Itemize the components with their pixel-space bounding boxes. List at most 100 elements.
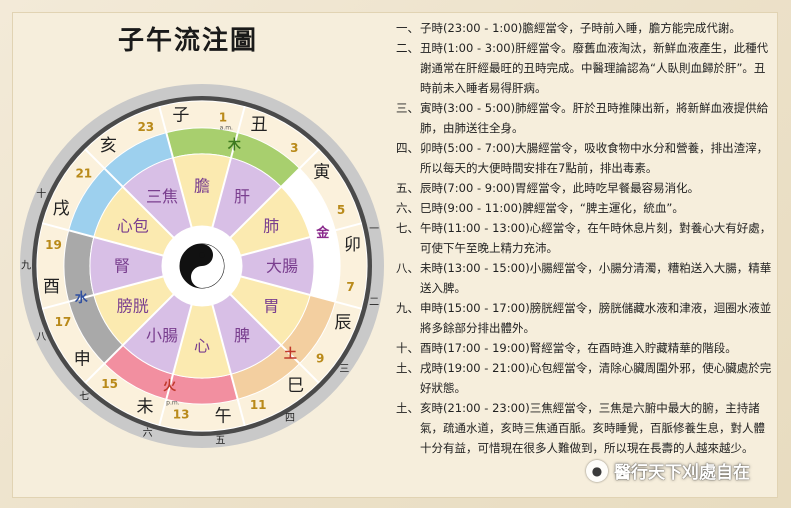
hour-label: 19 xyxy=(45,238,62,252)
outer-numeral: 三 xyxy=(339,364,349,375)
note-item: 七、 午時(11:00 - 13:00)心經當令，在午時休息片刻，對養心大有好處，… xyxy=(396,218,776,258)
organ-label: 心 xyxy=(194,337,210,356)
branch-label: 寅 xyxy=(313,162,330,182)
yin-yang-dot xyxy=(199,274,205,280)
organ-label: 肝 xyxy=(234,187,250,206)
hour-label: 1 xyxy=(219,110,227,124)
hour-label: 3 xyxy=(290,141,298,155)
branch-label: 亥 xyxy=(100,136,117,156)
note-text: 辰時(7:00 - 9:00)胃經當令，此時吃早餐最容易消化。 xyxy=(420,181,700,195)
spoke-line xyxy=(211,304,246,426)
notes-list: 一、 子時(23:00 - 1:00)膽經當令，子時前入睡，膽方能完成代謝。 二、丑… xyxy=(396,18,776,458)
outer-numeral: 一 xyxy=(369,224,379,235)
note-item: 五、 辰時(7:00 - 9:00)胃經當令，此時吃早餐最容易消化。 xyxy=(396,178,776,198)
spoke-line xyxy=(240,222,362,257)
organ-label: 脾 xyxy=(234,326,250,345)
branch-label: 申 xyxy=(74,350,91,370)
note-text: 寅時(3:00 - 5:00)肺經當令。肝於丑時推陳出新，將新鮮血液提供給肺，由… xyxy=(420,101,769,135)
note-item: 四、 卯時(5:00 - 7:00)大腸經當令，吸收食物中水分和營養，排出渣滓，所… xyxy=(396,138,776,178)
hour-label: 11 xyxy=(250,398,267,412)
element-label: 木 xyxy=(227,137,242,153)
note-number: 七、 xyxy=(396,221,419,235)
organ-label: 膀胱 xyxy=(117,297,149,316)
note-item: 一、 子時(23:00 - 1:00)膽經當令，子時前入睡，膽方能完成代謝。 xyxy=(396,18,776,38)
branch-label: 戌 xyxy=(53,199,70,219)
spoke-line xyxy=(229,148,320,239)
outer-numeral: 八 xyxy=(36,332,46,343)
note-number: 土、 xyxy=(396,361,419,375)
element-label: 土 xyxy=(284,346,297,362)
pm-label: p.m. xyxy=(166,399,180,406)
note-number: 十、 xyxy=(396,341,419,355)
watermark-text: 醫行天下刈處自在 xyxy=(614,463,750,483)
hour-label: 17 xyxy=(55,315,72,329)
spoke-line xyxy=(211,106,246,228)
hour-label: 5 xyxy=(337,203,345,217)
spoke-line xyxy=(42,222,164,257)
spoke-line xyxy=(84,148,175,239)
note-text: 戌時(19:00 - 21:00)心包經當令，清除心臟周圍外邪，使心臟處於完好狀… xyxy=(420,361,772,395)
branch-label: 酉 xyxy=(43,277,60,297)
wechat-icon: ● xyxy=(586,459,608,482)
note-number: 八、 xyxy=(396,261,419,275)
note-item: 六、 巳時(9:00 - 11:00)脾經當令，“脾主運化，統血”。 xyxy=(396,198,776,218)
note-number: 五、 xyxy=(396,181,419,195)
note-text: 申時(15:00 - 17:00)膀胱經當令，膀胱儲藏水液和津液，迴圈水液並將多… xyxy=(420,301,772,335)
spoke-line xyxy=(158,106,193,228)
hour-label: 23 xyxy=(137,120,154,134)
outer-numeral: 七 xyxy=(79,390,89,402)
note-text: 子時(23:00 - 1:00)膽經當令，子時前入睡，膽方能完成代謝。 xyxy=(420,21,741,35)
note-number: 一、 xyxy=(396,21,419,35)
hour-label: 21 xyxy=(75,167,92,181)
note-number: 九、 xyxy=(396,301,419,315)
branch-label: 丑 xyxy=(250,115,267,135)
branch-label: 午 xyxy=(215,407,232,427)
organ-label: 小腸 xyxy=(146,326,178,345)
outer-numeral: 六 xyxy=(143,427,153,439)
note-item: 土、 亥時(21:00 - 23:00)三焦經當令，三焦是六腑中最大的腑，主持諸氣… xyxy=(396,398,776,458)
note-item: 八、 未時(13:00 - 15:00)小腸經當令，小腸分清濁，糟粕送入大腸，精華… xyxy=(396,258,776,298)
spoke-line xyxy=(229,293,320,384)
hour-label: 9 xyxy=(316,351,324,365)
spoke-line xyxy=(158,304,193,426)
outer-numeral: 四 xyxy=(285,413,295,424)
organ-label: 膽 xyxy=(194,177,210,196)
note-number: 四、 xyxy=(396,141,419,155)
note-item: 二、 丑時(1:00 - 3:00)肝經當令。廢舊血液淘汰，新鮮血液產生，此種代謝… xyxy=(396,38,776,98)
yin-yang-dot xyxy=(199,252,205,258)
element-label: 火 xyxy=(163,379,177,394)
note-text: 亥時(21:00 - 23:00)三焦經當令，三焦是六腑中最大的腑，主持諸氣，疏… xyxy=(420,401,765,455)
hour-label: 13 xyxy=(173,408,190,422)
note-item: 十、 酉時(17:00 - 19:00)腎經當令，在酉時進入貯藏精華的階段。 xyxy=(396,338,776,358)
note-text: 未時(13:00 - 15:00)小腸經當令，小腸分清濁，糟粕送入大腸，精華送入… xyxy=(420,261,772,295)
element-label: 水 xyxy=(75,290,89,306)
note-text: 卯時(5:00 - 7:00)大腸經當令，吸收食物中水分和營養，排出渣滓，所以每… xyxy=(420,141,769,175)
organ-label: 大腸 xyxy=(266,257,298,276)
note-text: 丑時(1:00 - 3:00)肝經當令。廢舊血液淘汰，新鮮血液產生，此種代謝通常… xyxy=(420,41,769,95)
branch-label: 巳 xyxy=(287,376,304,396)
organ-label: 胃 xyxy=(263,297,279,316)
branch-label: 辰 xyxy=(334,313,351,333)
am-label: a.m. xyxy=(220,125,233,132)
note-number: 三、 xyxy=(396,101,419,115)
spoke-line xyxy=(240,275,362,310)
page-title: 子午流注圖 xyxy=(118,26,259,56)
branch-label: 卯 xyxy=(344,235,361,255)
note-number: 二、 xyxy=(396,41,419,55)
outer-numeral: 十 xyxy=(36,187,46,200)
note-text: 酉時(17:00 - 19:00)腎經當令，在酉時進入貯藏精華的階段。 xyxy=(420,341,737,355)
element-label: 金 xyxy=(315,225,330,241)
hour-label: 7 xyxy=(346,280,354,294)
note-text: 巳時(9:00 - 11:00)脾經當令，“脾主運化，統血”。 xyxy=(420,201,684,215)
hour-label: 15 xyxy=(101,377,118,391)
note-item: 九、 申時(15:00 - 17:00)膀胱經當令，膀胱儲藏水液和津液，迴圈水液並… xyxy=(396,298,776,338)
note-item: 土、 戌時(19:00 - 21:00)心包經當令，清除心臟周圍外邪，使心臟處於完… xyxy=(396,358,776,398)
organ-label: 心包 xyxy=(117,217,149,236)
note-number: 六、 xyxy=(396,201,419,215)
spoke-line xyxy=(84,293,175,384)
watermark: ● 醫行天下刈處自在 xyxy=(586,458,750,483)
organ-label: 肺 xyxy=(263,217,279,236)
organ-label: 三焦 xyxy=(146,187,178,206)
